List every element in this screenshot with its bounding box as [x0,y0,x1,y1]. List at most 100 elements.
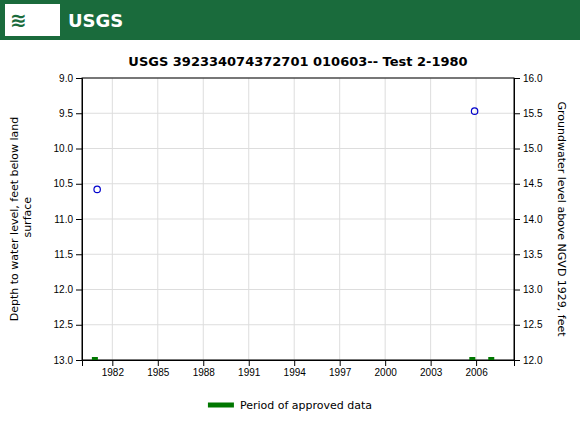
tick: 12.0 [54,284,82,295]
circle-point [471,108,477,114]
tick-mark [514,219,520,220]
axis-line [83,361,515,367]
tick-label: 1991 [238,367,261,378]
tick: 16.0 [514,73,543,84]
tick-label: 12.0 [523,355,543,366]
tick: 10.0 [54,143,82,154]
tick-mark [514,360,520,361]
tick: 11.0 [54,214,82,225]
tick-mark [294,360,295,366]
tick-mark [385,360,386,366]
y2-axis: 16.015.515.014.514.013.513.012.512.0 [514,73,543,366]
tick-mark [76,325,82,326]
tick-label: 12.5 [523,319,543,330]
tick: 1985 [147,360,170,378]
series [94,108,478,193]
tick-mark [514,78,520,79]
circle-point [94,186,100,192]
logo-symbol: ≋ [10,8,27,32]
chart: ≋USGS 1982 1985 1988 1991 1994 1997 2000 2003 200… [0,0,580,430]
tick-label: 9.5 [59,108,73,119]
tick-label: 15.5 [523,108,543,119]
axis-line [76,79,83,361]
grid-line-y [82,254,514,255]
tick-label: 2003 [420,367,443,378]
tick-label: 2000 [375,367,398,378]
tick-mark [76,254,82,255]
tick-mark [76,290,82,291]
tick-mark [76,78,82,79]
tick-label: 1994 [284,367,307,378]
square-point [92,357,98,360]
legend-item: Period of approved data [208,399,372,412]
tick-mark [249,360,250,366]
tick-mark [514,113,520,114]
tick: 2000 [375,360,398,378]
logo-box [5,4,60,36]
tick-mark [340,360,341,366]
grid [82,78,514,360]
y-axis-label: Depth to water level, feet below land su… [8,117,34,322]
series [92,357,494,360]
tick: 14.5 [514,178,543,189]
grid-line-y [82,113,514,114]
legend-swatch [208,403,234,408]
tick-label: 13.5 [523,249,543,260]
tick: 1982 [102,360,125,378]
y2-axis-label: Groundwater level above NGVD 1929, feet [555,101,568,337]
tick-mark [158,360,159,366]
tick-label: 13.0 [54,355,74,366]
tick: 14.0 [514,214,543,225]
tick-mark [514,149,520,150]
plot: 1982198519881991199419972000200320069.09… [8,73,568,378]
tick-label: 12.5 [54,319,74,330]
tick-mark [203,360,204,366]
tick: 12.5 [54,319,82,330]
tick: 13.0 [54,355,82,366]
tick: 12.0 [514,355,543,366]
tick-mark [514,184,520,185]
grid-line-y [82,289,514,290]
tick-label: 14.0 [523,214,543,225]
tick: 12.5 [514,319,543,330]
tick: 10.5 [54,178,82,189]
tick: 2006 [465,360,488,378]
grid-line-y [82,219,514,220]
tick-mark [76,360,82,361]
axis-line [515,79,521,361]
grid-line-y [82,148,514,149]
header: ≋USGS [0,0,580,40]
y-axis: 9.0 9.5 10.0 10.5 11.0 11.5 12.0 12.5 13.0 [54,73,83,366]
tick: 9.5 [59,108,82,119]
tick-label: 15.0 [523,143,543,154]
tick: 1997 [329,360,352,378]
grid-line-y [82,183,514,184]
legend-label: Period of approved data [240,399,372,412]
tick-mark [76,219,82,220]
x-axis: 1982 1985 1988 1991 1994 1997 2000 2003 2006 [83,360,515,378]
tick: 1988 [193,360,216,378]
tick: 9.0 [59,73,82,84]
tick-mark [76,149,82,150]
square-point [488,357,494,360]
tick-mark [76,113,82,114]
tick-label: 1982 [102,367,125,378]
tick-mark [476,360,477,366]
tick-label: 10.0 [54,143,74,154]
tick: 15.0 [514,143,543,154]
tick: 2003 [420,360,443,378]
tick-mark [514,254,520,255]
tick-mark [112,360,113,366]
tick-label: 9.0 [59,73,73,84]
tick-label: 2006 [465,367,488,378]
grid-line-y [82,324,514,325]
tick: 11.5 [54,249,82,260]
tick-label: 1988 [193,367,216,378]
tick-label: 1997 [329,367,352,378]
tick: 15.5 [514,108,543,119]
tick-label: 1985 [147,367,170,378]
tick: 1991 [238,360,261,378]
tick-mark [76,184,82,185]
tick-mark [431,360,432,366]
tick: 13.5 [514,249,543,260]
